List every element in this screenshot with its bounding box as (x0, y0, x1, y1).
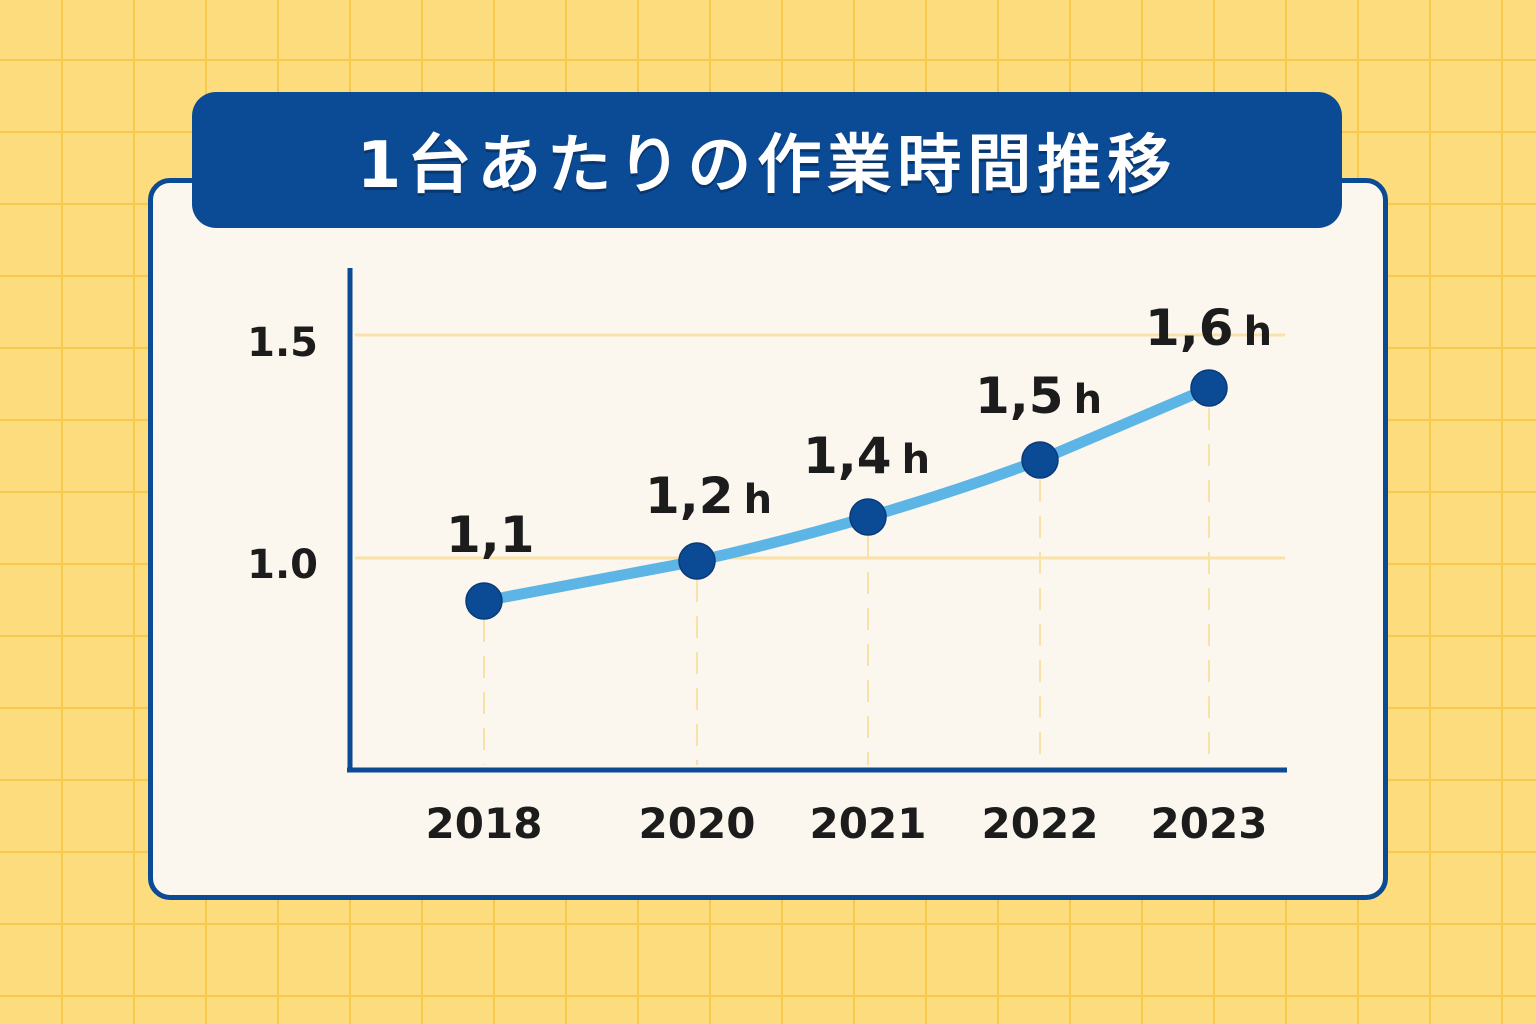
data-label: 1,6 h (1145, 299, 1272, 357)
data-point (1021, 441, 1059, 479)
data-label: 1,2 h (645, 467, 772, 525)
y-tick-label: 1.0 (247, 542, 318, 588)
chart-title: 1台あたりの作業時間推移 (356, 129, 1178, 203)
title-banner: 1台あたりの作業時間推移 (192, 92, 1342, 228)
data-label: 1,5 h (975, 367, 1102, 425)
drop-lines (483, 408, 1210, 765)
x-tick-label: 2021 (810, 799, 927, 848)
data-point (1190, 369, 1228, 407)
x-tick-label: 2022 (982, 799, 1099, 848)
data-point (849, 498, 887, 536)
data-label: 1,1 (446, 506, 535, 564)
data-point (465, 582, 503, 620)
x-tick-label: 2023 (1151, 799, 1268, 848)
data-label: 1,4 h (803, 427, 930, 485)
x-tick-label: 2020 (639, 799, 756, 848)
y-tick-label: 1.5 (247, 320, 318, 366)
x-tick-label: 2018 (426, 799, 543, 848)
data-point (678, 542, 716, 580)
data-points (465, 369, 1228, 620)
